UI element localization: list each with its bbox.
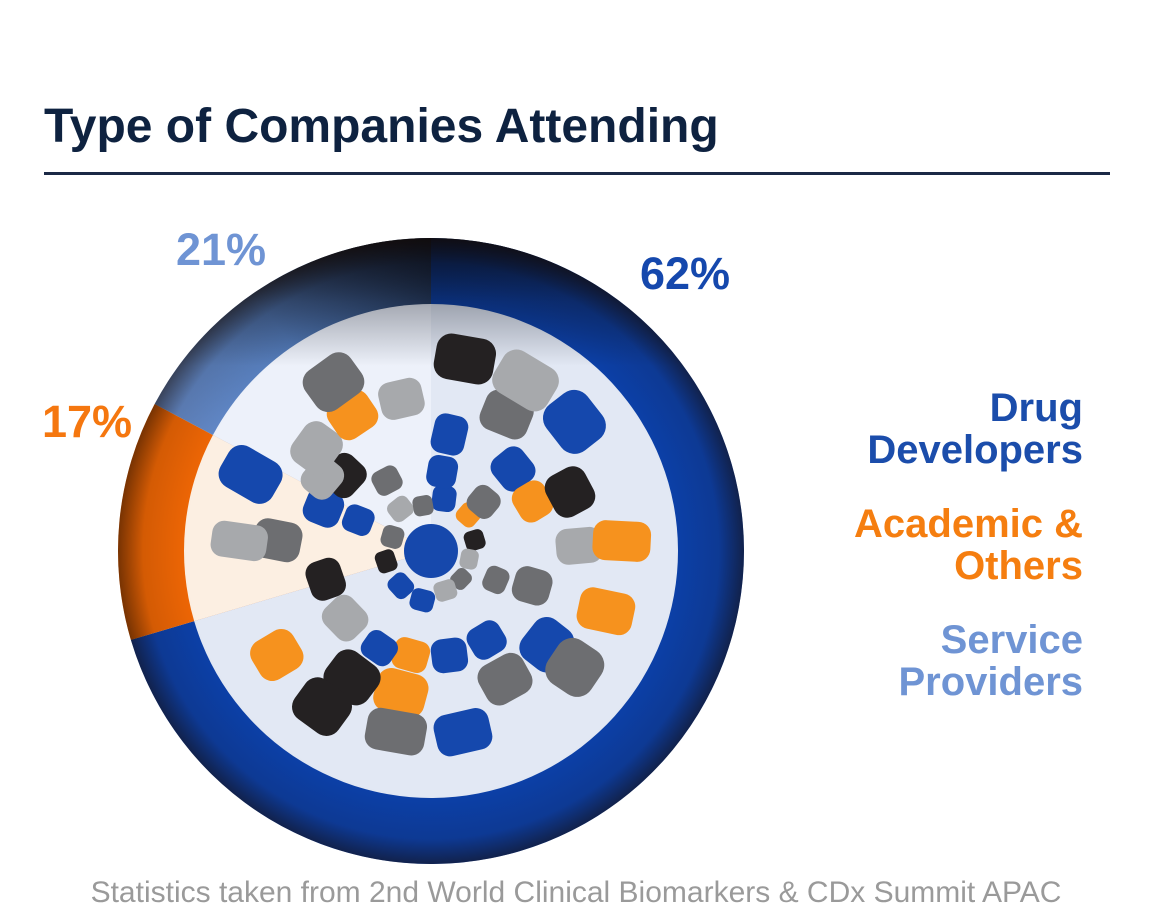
mosaic-tile — [463, 529, 486, 552]
mosaic-tile — [290, 421, 343, 475]
label-drug-developers-pct: 62% — [640, 248, 731, 299]
mosaic-tile — [378, 377, 425, 420]
mosaic-tile — [555, 526, 603, 565]
mosaic-tile — [371, 465, 403, 496]
mosaic-tile — [387, 572, 415, 600]
mosaic-tile — [302, 487, 345, 528]
mosaic-tile — [426, 455, 459, 489]
mosaic-tile — [302, 352, 365, 413]
mosaic-tile — [466, 620, 507, 660]
legend: Drug Developers Academic & Others Servic… — [854, 387, 1083, 735]
mosaic-center — [404, 524, 458, 578]
mosaic-tile — [482, 565, 510, 595]
mosaic-tile — [545, 637, 605, 697]
mosaic-tile — [412, 495, 434, 517]
mosaic-tile — [430, 637, 469, 674]
mosaic-tile — [511, 566, 553, 606]
mosaic-tile — [544, 466, 596, 518]
mosaic-tile — [431, 485, 457, 513]
mosaic-tile — [210, 520, 268, 562]
legend-item-service-providers: Service Providers — [898, 618, 1083, 704]
mosaic-tile — [492, 349, 559, 412]
mosaic-tile — [380, 525, 405, 549]
mosaic-tile — [250, 629, 304, 682]
label-service-providers-pct: 21% — [176, 224, 267, 275]
mosaic-tile — [477, 652, 533, 706]
mosaic-tile — [292, 677, 353, 736]
mosaic-tile — [576, 587, 636, 636]
mosaic-tile — [511, 480, 554, 523]
mosaic-tile — [490, 446, 536, 492]
mosaic-tile — [374, 549, 398, 574]
mosaic-tile — [364, 707, 428, 756]
pie-chart — [118, 238, 744, 864]
mosaic-tile — [433, 708, 493, 757]
mosaic-tile — [433, 333, 497, 385]
legend-item-drug-developers: Drug Developers — [867, 386, 1083, 472]
mosaic-tile — [360, 630, 398, 667]
mosaic-tile — [305, 557, 346, 601]
label-academic-others-pct: 17% — [42, 396, 133, 447]
page-title: Type of Companies Attending — [44, 100, 719, 153]
mosaic-tile — [387, 495, 414, 523]
mosaic-tile — [218, 444, 283, 504]
mosaic-tile — [430, 413, 469, 456]
legend-item-academic-others: Academic & Others — [854, 502, 1083, 588]
source-note: Statistics taken from 2nd World Clinical… — [90, 876, 1062, 909]
mosaic-tile — [433, 579, 458, 602]
mosaic-tile — [373, 667, 429, 718]
mosaic-tile — [466, 484, 501, 519]
mosaic-tile — [391, 637, 431, 674]
mosaic-tile — [542, 389, 606, 454]
mosaic-tile — [409, 588, 436, 613]
mosaic-tile — [459, 548, 479, 570]
mosaic-tile — [341, 504, 375, 536]
title-underline — [44, 172, 1110, 175]
mosaic-tile — [450, 568, 472, 590]
mosaic-tile — [592, 520, 652, 562]
mosaic-tile — [321, 594, 369, 642]
